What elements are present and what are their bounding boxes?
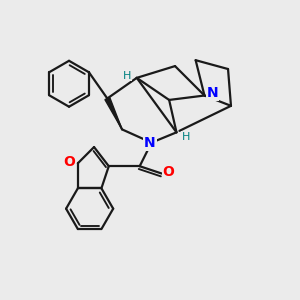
Text: N: N [207, 86, 218, 100]
Text: H: H [123, 70, 131, 80]
Text: H: H [182, 132, 190, 142]
Polygon shape [105, 97, 122, 129]
Text: O: O [63, 155, 75, 169]
Text: O: O [162, 165, 174, 179]
Text: N: N [144, 136, 156, 150]
